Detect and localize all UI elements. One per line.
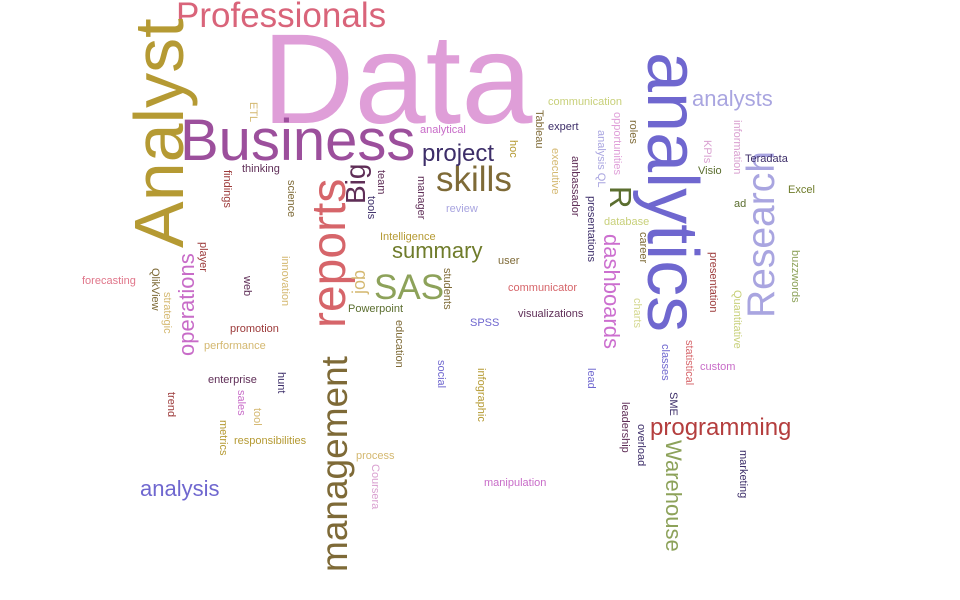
word-tool: tool xyxy=(251,408,263,426)
word-opportunities: opportunities xyxy=(611,112,623,175)
word-r: R xyxy=(603,186,638,209)
word-data: Data xyxy=(262,8,533,151)
word-research: Research xyxy=(740,151,783,318)
word-programming: programming xyxy=(650,414,792,441)
word-executive: executive xyxy=(549,148,561,195)
word-visio: Visio xyxy=(698,165,722,177)
word-job: job xyxy=(349,269,369,294)
word-hunt: hunt xyxy=(275,372,287,394)
word-analysts: analysts xyxy=(692,86,773,111)
word-dashboards: dashboards xyxy=(599,234,624,349)
word-business: Business xyxy=(180,108,416,173)
word-findings: findings xyxy=(221,170,233,208)
word-sales: sales xyxy=(235,390,247,416)
word-summary: summary xyxy=(392,238,483,263)
word-team: team xyxy=(375,170,387,195)
word-social: social xyxy=(435,360,447,389)
word-project: project xyxy=(422,140,495,167)
word-buzzwords: buzzwords xyxy=(789,250,801,303)
word-database: database xyxy=(604,216,650,228)
word-roles: roles xyxy=(627,120,639,144)
word-web: web xyxy=(241,276,253,297)
word-innovation: innovation xyxy=(279,256,291,307)
word-overload: overload xyxy=(635,424,647,467)
word-coursera: Coursera xyxy=(369,464,381,510)
word-ad: ad xyxy=(734,198,747,210)
word-operations: operations xyxy=(174,253,199,356)
word-analysis: analysis xyxy=(140,476,220,501)
word-hoc: hoc xyxy=(507,140,519,158)
word-performance: performance xyxy=(204,340,266,352)
word-statistical: statistical xyxy=(683,340,695,386)
word-career: career xyxy=(637,232,649,264)
word-teradata: Teradata xyxy=(745,153,788,165)
word-students: students xyxy=(441,268,453,310)
word-management: management xyxy=(314,356,355,572)
word-excel: Excel xyxy=(788,184,815,196)
word-quantitative: Quantitative xyxy=(731,290,743,349)
word-kpis: KPIs xyxy=(701,140,713,164)
word-lead: lead xyxy=(585,368,597,389)
word-review: science xyxy=(285,180,297,218)
word-analyst: Analyst xyxy=(120,18,198,248)
word-science: manager xyxy=(415,176,427,220)
word-trend: trend xyxy=(165,392,177,418)
word-warehouse: Warehouse xyxy=(661,440,686,552)
word-responsibilities: responsibilities xyxy=(234,435,307,447)
word-enterprise: enterprise xyxy=(208,374,257,386)
word-communicator: communicator xyxy=(508,282,578,294)
word-qlikview: QlikView xyxy=(149,268,161,311)
word-information: information xyxy=(731,120,743,175)
word-tableau: Tableau xyxy=(533,110,545,149)
word-metrics: metrics xyxy=(217,420,229,456)
word-analysis-ql: analysis QL xyxy=(595,130,607,188)
word-user: user xyxy=(498,255,520,267)
word-process: process xyxy=(356,450,395,462)
word-powerpoint: Powerpoint xyxy=(348,303,404,315)
word-player: player xyxy=(197,242,209,272)
word-communication: communication xyxy=(548,96,622,108)
word-education: education xyxy=(393,320,405,368)
word-professionals: Professionals xyxy=(176,0,387,35)
word-presentations: presentations xyxy=(585,196,597,263)
word-charts: charts xyxy=(631,298,643,328)
word-etl: ETL xyxy=(247,102,259,123)
word-ambassador: ambassador xyxy=(569,156,581,217)
word-presentation: presentation xyxy=(707,252,719,313)
word-forecasting: forecasting xyxy=(82,275,136,287)
word-sme: SME xyxy=(667,392,679,416)
word-intelligence: Intelligence xyxy=(380,231,436,243)
word-manipulation: manipulation xyxy=(484,477,547,489)
word-leadership: leadership xyxy=(619,402,631,453)
word-strategic: strategic xyxy=(161,292,173,334)
word-tools: review xyxy=(446,203,478,215)
word-infographic: infographic xyxy=(475,368,487,422)
word-promotion: promotion xyxy=(230,323,279,335)
word-custom: custom xyxy=(700,361,736,373)
word-analytical: analytical xyxy=(420,124,466,136)
word-thinking: thinking xyxy=(242,163,280,175)
word-manager: tools xyxy=(365,196,377,220)
word-spss: SPSS xyxy=(470,317,500,329)
word-marketing: marketing xyxy=(737,450,749,499)
word-visualizations: visualizations xyxy=(518,308,584,320)
word-skills: skills xyxy=(436,160,512,199)
word-sas: SAS xyxy=(374,268,445,307)
word-classes: classes xyxy=(659,344,671,381)
word-expert: expert xyxy=(548,121,579,133)
